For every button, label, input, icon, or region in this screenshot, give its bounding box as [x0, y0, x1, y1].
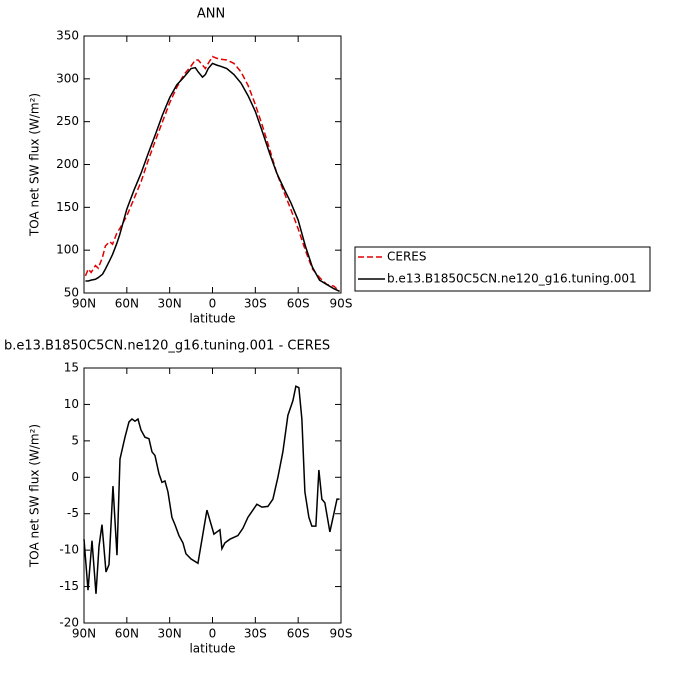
- y-tick-label: 5: [71, 433, 79, 447]
- y-tick-label: 0: [71, 470, 79, 484]
- y-tick-label: 250: [56, 114, 79, 128]
- x-tick-label: 60N: [115, 297, 139, 311]
- x-axis-label: latitude: [189, 312, 235, 326]
- y-tick-label: 200: [56, 157, 79, 171]
- y-tick-label: 50: [64, 286, 79, 300]
- x-tick-label: 30N: [158, 627, 182, 641]
- x-tick-label: 30S: [244, 627, 267, 641]
- x-tick-label: 90N: [72, 627, 96, 641]
- y-tick-label: 150: [56, 200, 79, 214]
- y-axis-label: TOA net SW flux (W/m²): [28, 93, 42, 237]
- y-tick-label: 100: [56, 243, 79, 257]
- y-axis-label: TOA net SW flux (W/m²): [28, 424, 42, 568]
- y-tick-label: -15: [59, 579, 79, 593]
- y-tick-label: -5: [67, 506, 79, 520]
- y-tick-label: 10: [64, 397, 79, 411]
- data-line: [85, 62, 340, 292]
- y-tick-label: 350: [56, 29, 79, 43]
- legend-box: [354, 246, 651, 292]
- plot-frame: [83, 35, 342, 294]
- data-line: [84, 55, 341, 292]
- x-tick-label: 90N: [72, 297, 96, 311]
- legend-label: b.e13.B1850C5CN.ne120_g16.tuning.001: [387, 272, 637, 286]
- x-tick-label: 0: [209, 297, 217, 311]
- chart-title: b.e13.B1850C5CN.ne120_g16.tuning.001 - C…: [4, 339, 330, 354]
- x-tick-label: 30N: [158, 297, 182, 311]
- x-tick-label: 30S: [244, 297, 267, 311]
- x-tick-label: 0: [209, 627, 217, 641]
- plot-frame: [83, 367, 342, 624]
- data-line: [83, 385, 340, 594]
- x-axis-label: latitude: [189, 642, 235, 656]
- y-tick-label: 15: [64, 361, 79, 375]
- legend-label: CERES: [387, 250, 427, 264]
- x-tick-label: 90S: [330, 297, 353, 311]
- y-tick-label: -20: [59, 616, 79, 630]
- x-tick-label: 60S: [287, 627, 310, 641]
- y-tick-label: -10: [59, 543, 79, 557]
- x-tick-label: 60S: [287, 297, 310, 311]
- chart-title: ANN: [197, 7, 225, 22]
- x-tick-label: 90S: [330, 627, 353, 641]
- y-tick-label: 300: [56, 71, 79, 85]
- x-tick-label: 60N: [115, 627, 139, 641]
